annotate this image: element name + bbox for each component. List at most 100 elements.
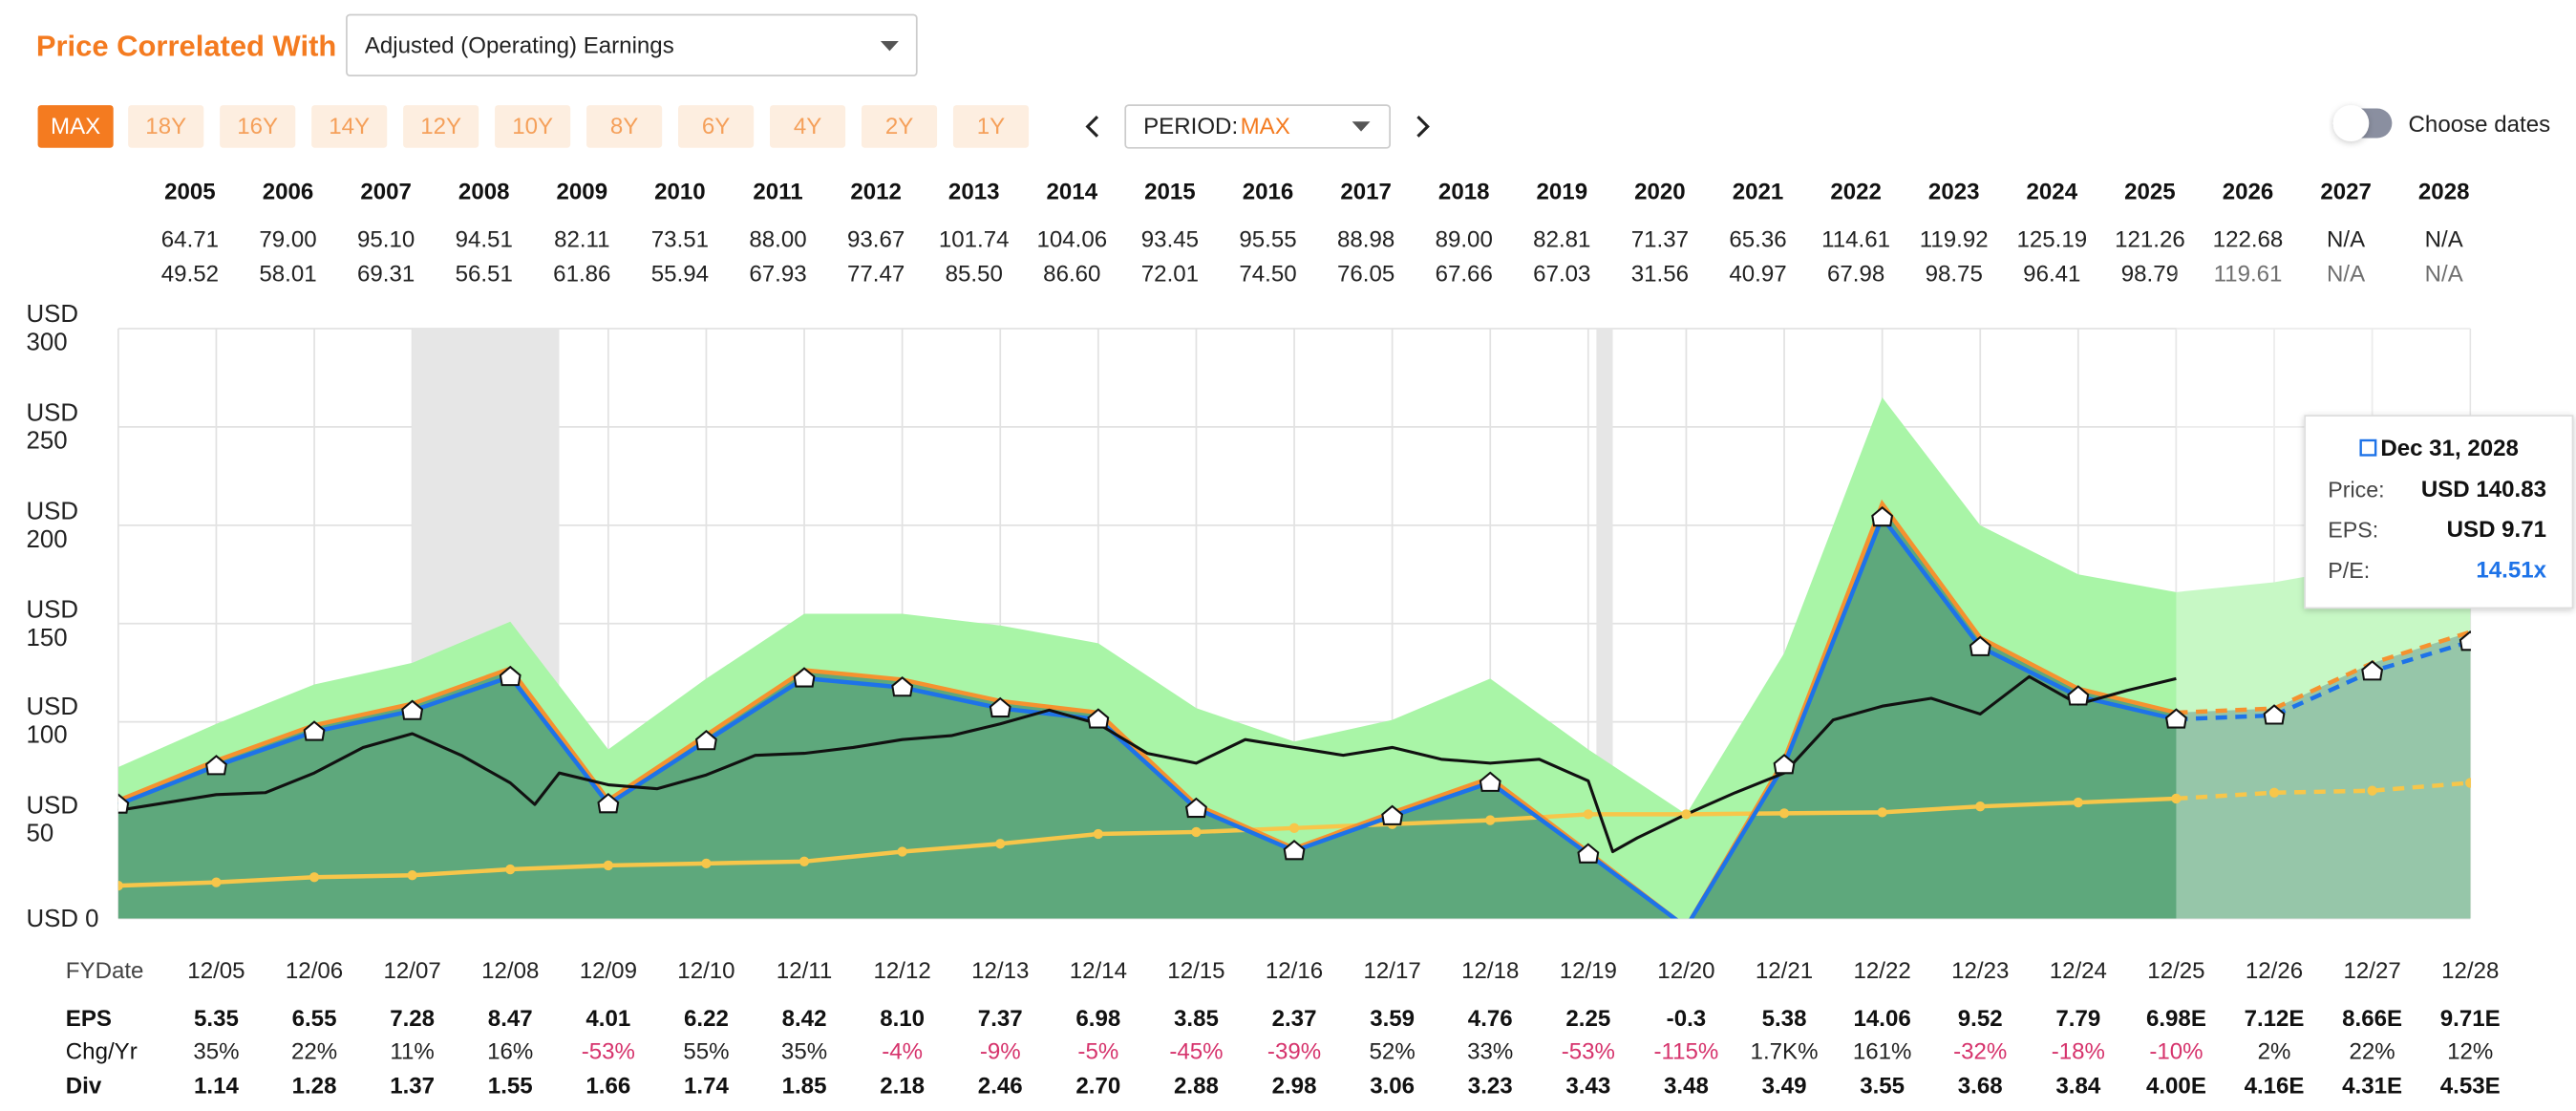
- dividend-value: 3.49: [1762, 1073, 1807, 1099]
- high-price: 95.10: [357, 227, 415, 253]
- x-tick-label: 12/19: [1560, 958, 1617, 984]
- year-label: 2020: [1634, 180, 1686, 205]
- dot-marker: [1975, 801, 1986, 812]
- high-price: 73.51: [651, 227, 709, 253]
- eps-value: 7.37: [978, 1006, 1023, 1032]
- line: [117, 513, 2177, 919]
- year-label: 2011: [753, 180, 802, 205]
- period-button-label: 8Y: [610, 114, 638, 139]
- year-label: 2024: [2027, 180, 2078, 205]
- year-label: 2014: [1047, 180, 1098, 205]
- change-value: 2%: [2258, 1038, 2291, 1064]
- period-button[interactable]: [678, 105, 755, 148]
- x-tick-label: 12/24: [2050, 958, 2107, 984]
- tooltip-box: [2304, 415, 2574, 609]
- tooltip: Dec 31, 2028 Price: USD 140.83 EPS: USD 9.71…: [2304, 415, 2574, 609]
- period-button-label: 12Y: [420, 114, 461, 139]
- period-button[interactable]: [586, 105, 663, 148]
- x-tick-label: 12/10: [677, 958, 734, 984]
- dividend-value: 3.23: [1468, 1073, 1513, 1099]
- high-price: 82.81: [1533, 227, 1590, 253]
- change-value: -18%: [2052, 1038, 2105, 1064]
- year-label: 2021: [1733, 180, 1784, 205]
- point-marker: [695, 729, 717, 751]
- change-value: -4%: [882, 1038, 923, 1064]
- earnings-dropdown[interactable]: [346, 13, 918, 76]
- y-tick-label: USD 50: [26, 792, 78, 848]
- y-tick-label: USD 0: [26, 904, 99, 933]
- period-button[interactable]: [952, 105, 1030, 148]
- period-select[interactable]: [1124, 104, 1392, 149]
- low-price: 86.60: [1043, 262, 1100, 288]
- low-price: 77.47: [847, 262, 905, 288]
- plot: [117, 246, 2471, 919]
- period-button-label: 16Y: [237, 114, 278, 139]
- eps-value: 6.98: [1075, 1006, 1120, 1032]
- period-value: MAX: [1241, 114, 1290, 139]
- x-tick-label: 12/22: [1854, 958, 1911, 984]
- year-label: 2005: [164, 180, 216, 205]
- period-button[interactable]: [861, 105, 938, 148]
- period-button[interactable]: [128, 105, 204, 148]
- period-button[interactable]: [495, 105, 571, 148]
- eps-value: 7.79: [2055, 1006, 2100, 1032]
- eps-value: 5.38: [1762, 1006, 1807, 1032]
- change-value: -53%: [582, 1038, 635, 1064]
- dividend-value: 3.06: [1370, 1073, 1415, 1099]
- row-label: EPS: [66, 1006, 112, 1032]
- low-price: 96.41: [2023, 262, 2080, 288]
- dot-marker: [1485, 815, 1496, 825]
- period-button[interactable]: [220, 105, 296, 148]
- period-caret: [1352, 121, 1371, 132]
- change-value: 33%: [1467, 1038, 1513, 1064]
- eps-value: 9.52: [1958, 1006, 2003, 1032]
- period-button-label: 14Y: [329, 114, 370, 139]
- prev-arrow[interactable]: [1085, 116, 1099, 138]
- dividend-value: 1.66: [585, 1073, 630, 1099]
- point-marker: [205, 755, 227, 776]
- high-price: 94.51: [456, 227, 513, 253]
- low-price: 67.03: [1533, 262, 1590, 288]
- period-button[interactable]: [311, 105, 388, 148]
- point-marker: [1577, 843, 1600, 864]
- high-price: 79.00: [259, 227, 316, 253]
- point-marker: [1773, 754, 1796, 775]
- dividend-value: 4.16E: [2245, 1073, 2305, 1099]
- period-button[interactable]: [37, 105, 114, 148]
- dot-marker: [603, 860, 613, 871]
- period-button-label: 18Y: [145, 114, 186, 139]
- point-marker: [2361, 660, 2384, 681]
- y-tick-label: USD 300: [26, 300, 78, 357]
- next-arrow[interactable]: [1416, 116, 1430, 138]
- toggle-knob[interactable]: [2332, 105, 2370, 141]
- dividend-value: 4.53E: [2440, 1073, 2501, 1099]
- change-value: 35%: [193, 1038, 239, 1064]
- eps-value: 9.71E: [2440, 1006, 2501, 1032]
- year-label: 2008: [458, 180, 510, 205]
- dividend-value: 3.48: [1664, 1073, 1709, 1099]
- high-price: N/A: [2425, 227, 2464, 253]
- point-marker: [2459, 630, 2471, 652]
- dividend-value: 3.55: [1860, 1073, 1905, 1099]
- high-price: 101.74: [939, 227, 1010, 253]
- dividend-value: 1.28: [292, 1073, 337, 1099]
- low-price: 76.05: [1337, 262, 1394, 288]
- high-price: 95.55: [1239, 227, 1296, 253]
- dividend-value: 2.88: [1174, 1073, 1219, 1099]
- change-value: 161%: [1853, 1038, 1912, 1064]
- dot-marker: [407, 870, 417, 881]
- low-price: 74.50: [1239, 262, 1296, 288]
- point-marker: [1185, 797, 1207, 819]
- high-price: 82.11: [554, 227, 609, 253]
- change-value: 22%: [2350, 1038, 2395, 1064]
- dividend-value: 2.46: [978, 1073, 1023, 1099]
- high-price: 121.26: [2115, 227, 2185, 253]
- row-label: Div: [66, 1073, 102, 1099]
- tooltip-value: 14.51x: [2476, 557, 2546, 583]
- point-marker: [793, 667, 816, 688]
- period-button[interactable]: [770, 105, 846, 148]
- low-price: 31.56: [1631, 262, 1689, 288]
- period-button[interactable]: [403, 105, 479, 148]
- point-marker: [1479, 771, 1501, 792]
